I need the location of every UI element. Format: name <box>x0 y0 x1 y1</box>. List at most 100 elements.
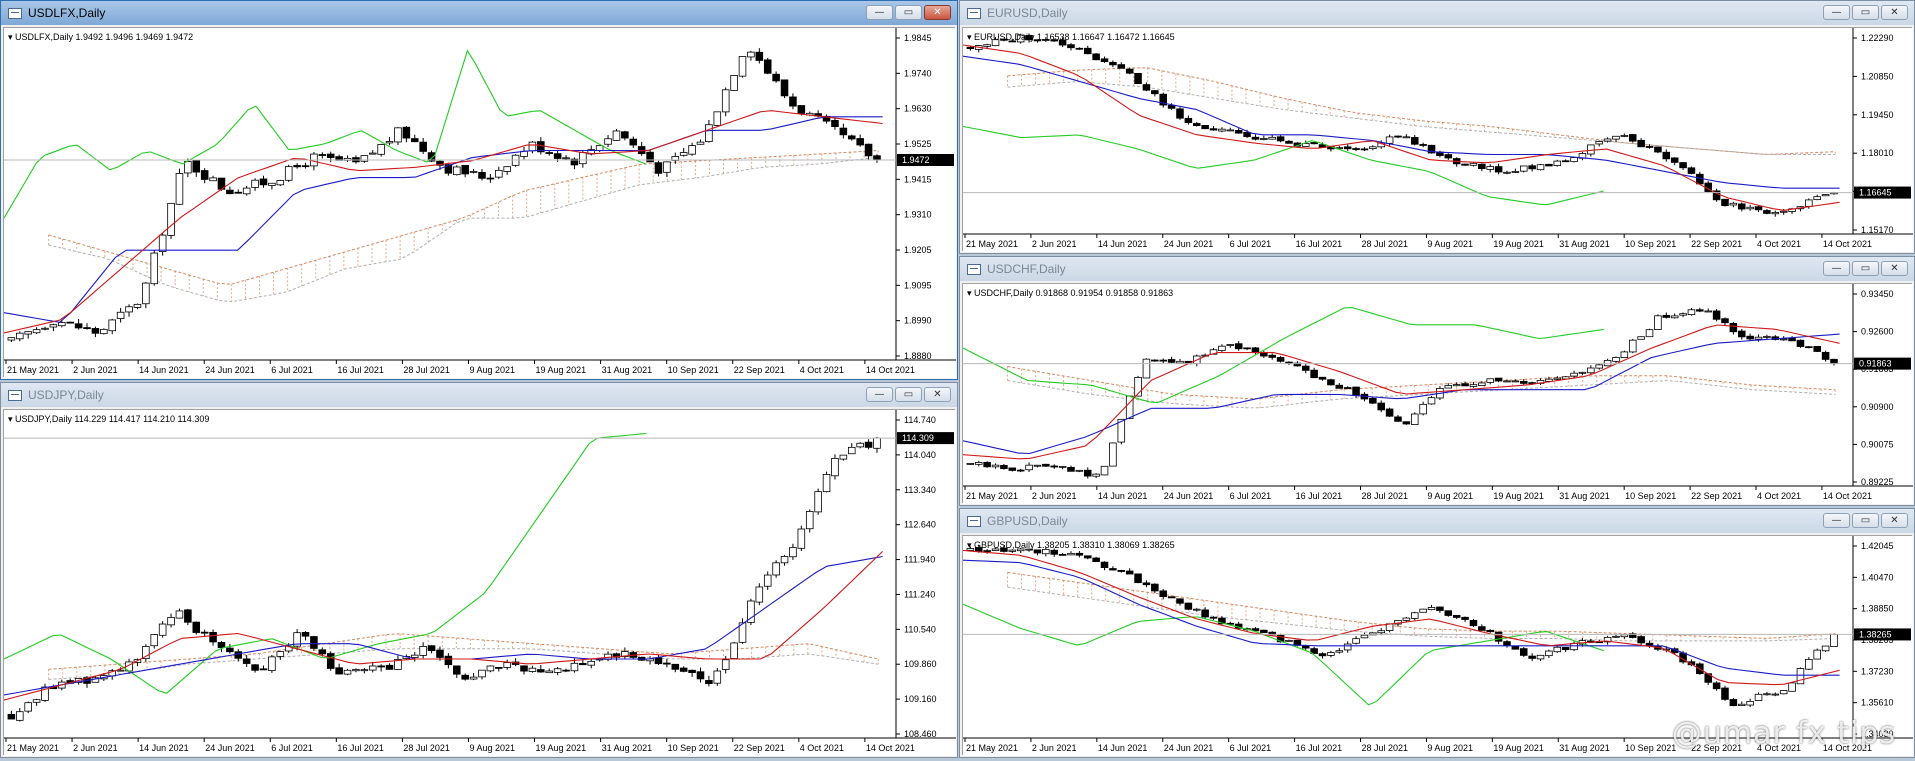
chart-gbpusd[interactable]: 1.42045 1.40470 1.38850 1.38265 1.37230 1.356… <box>962 536 1913 756</box>
close-button[interactable]: ✕ <box>1881 261 1908 276</box>
candle-body <box>966 46 975 49</box>
minimize-button[interactable]: — <box>1823 513 1850 528</box>
chart-usdchf[interactable]: 0.93450 0.92600 0.91863 0.90900 0.90075 0.892… <box>962 284 1913 504</box>
titlebar[interactable]: USDLFX,Daily — ▭ ✕ <box>1 1 957 25</box>
chart-usdlfx[interactable]: 1.9845 1.9740 1.9630 1.9525 1.9415 1.9310 1.92… <box>3 28 956 378</box>
candle-body <box>814 491 822 513</box>
candle-body <box>974 462 983 465</box>
candle-body <box>1654 315 1662 331</box>
x-tick-label: 24 Jun 2021 <box>1164 743 1214 753</box>
candle-body <box>1301 365 1310 371</box>
candle-body <box>116 311 125 319</box>
x-tick-label: 31 Aug 2021 <box>602 743 653 753</box>
maximize-button[interactable]: ▭ <box>1852 5 1879 20</box>
candle-body <box>175 610 184 619</box>
chart-header: ▾ USDLFX,Daily 1.9492 1.9496 1.9469 1.94… <box>8 32 193 42</box>
x-tick-label: 9 Aug 2021 <box>469 743 515 753</box>
x-tick-label: 14 Oct 2021 <box>866 365 915 375</box>
candle-body <box>1000 38 1008 41</box>
candle-body <box>1687 167 1696 174</box>
close-button[interactable]: ✕ <box>1881 5 1908 20</box>
candle-body <box>1461 616 1469 620</box>
candle-body <box>679 667 688 672</box>
window-usdjpy[interactable]: USDJPY,Daily — ▭ ✕ 114.740 114.040 113.340… <box>0 382 958 758</box>
window-title: EURUSD,Daily <box>987 6 1068 20</box>
last-price-tag <box>897 432 954 445</box>
candle-body <box>293 632 301 647</box>
y-tick-label: 111.240 <box>904 589 935 599</box>
window-usdchf[interactable]: USDCHF,Daily — ▭ ✕ 0.93450 0.92600 0.91863… <box>959 256 1915 506</box>
tenkan-sen-line <box>962 549 1840 686</box>
x-tick-label: 10 Sep 2021 <box>1625 491 1676 501</box>
chart-usdjpy[interactable]: 114.740 114.040 113.340 112.640 111.940 111.2… <box>3 410 956 756</box>
candle-body <box>1528 655 1536 659</box>
candle-body <box>276 651 285 657</box>
candle-body <box>1721 318 1729 324</box>
candle-body <box>1067 44 1075 49</box>
candle-body <box>1444 610 1453 616</box>
candle-body <box>1042 463 1050 467</box>
candle-body <box>1637 336 1645 340</box>
candle-body <box>1000 464 1008 470</box>
y-tick-label: 1.9740 <box>904 68 932 78</box>
candle-body <box>1360 148 1369 151</box>
window-gbpusd[interactable]: GBPUSD,Daily — ▭ ✕ 1.42045 1.40470 1.38850… <box>959 508 1915 758</box>
candle-body <box>133 303 142 308</box>
minimize-button[interactable]: — <box>866 5 893 20</box>
candle-body <box>1268 136 1276 140</box>
kijun-sen-line <box>962 55 1840 189</box>
candle-body <box>1117 570 1126 572</box>
candle-body <box>1637 636 1645 644</box>
x-tick-label: 21 May 2021 <box>966 491 1018 501</box>
candle-body <box>688 669 696 674</box>
maximize-button[interactable]: ▭ <box>1852 513 1879 528</box>
x-tick-label: 14 Jun 2021 <box>1098 491 1148 501</box>
minimize-button[interactable]: — <box>866 387 893 402</box>
candle-body <box>1763 693 1771 696</box>
window-eurusd[interactable]: EURUSD,Daily — ▭ ✕ 1.22290 1.20850 1.19450… <box>959 0 1915 254</box>
candle-body <box>1469 384 1478 387</box>
candle-body <box>24 331 32 335</box>
close-button[interactable]: ✕ <box>1881 513 1908 528</box>
candle-body <box>368 152 377 155</box>
candle-body <box>1679 313 1687 316</box>
y-tick-label: 0.90075 <box>1861 439 1894 449</box>
candle-body <box>200 631 209 634</box>
titlebar[interactable]: EURUSD,Daily — ▭ ✕ <box>960 1 1914 25</box>
titlebar[interactable]: GBPUSD,Daily — ▭ ✕ <box>960 509 1914 533</box>
x-tick-label: 2 Jun 2021 <box>1032 239 1077 249</box>
titlebar[interactable]: USDCHF,Daily — ▭ ✕ <box>960 257 1914 281</box>
candle-body <box>66 321 74 324</box>
candle-body <box>1033 549 1042 554</box>
x-tick-label: 24 Jun 2021 <box>205 365 255 375</box>
minimize-button[interactable]: — <box>1823 5 1850 20</box>
tenkan-sen-line <box>3 551 883 701</box>
candle-body <box>1779 690 1788 695</box>
y-tick-label: 1.35610 <box>1861 698 1894 708</box>
candle-body <box>763 59 772 74</box>
maximize-button[interactable]: ▭ <box>895 387 922 402</box>
candle-body <box>1821 351 1830 360</box>
close-button[interactable]: ✕ <box>924 5 951 20</box>
chart-eurusd[interactable]: 1.22290 1.20850 1.19450 1.18010 1.16645 1.151… <box>962 28 1913 252</box>
maximize-button[interactable]: ▭ <box>895 5 922 20</box>
candle-body <box>1511 171 1520 173</box>
close-button[interactable]: ✕ <box>924 387 951 402</box>
candle-body <box>1721 687 1729 700</box>
candle-body <box>1427 144 1436 154</box>
window-usdlfx[interactable]: USDLFX,Daily — ▭ ✕ 1.9845 1.9740 1.9630 1.9… <box>0 0 958 380</box>
titlebar[interactable]: USDJPY,Daily — ▭ ✕ <box>1 383 957 407</box>
candle-body <box>150 252 159 285</box>
maximize-button[interactable]: ▭ <box>1852 261 1879 276</box>
x-tick-label: 9 Aug 2021 <box>1427 239 1473 249</box>
candle-body <box>991 548 1000 551</box>
candle-body <box>1452 615 1461 618</box>
candle-body <box>1620 634 1629 638</box>
candle-body <box>1628 339 1637 353</box>
candle-body <box>16 332 24 340</box>
candle-body <box>520 665 528 672</box>
candle-body <box>495 667 503 669</box>
x-tick-label: 14 Oct 2021 <box>866 743 915 753</box>
minimize-button[interactable]: — <box>1823 261 1850 276</box>
candle-body <box>1553 377 1562 380</box>
